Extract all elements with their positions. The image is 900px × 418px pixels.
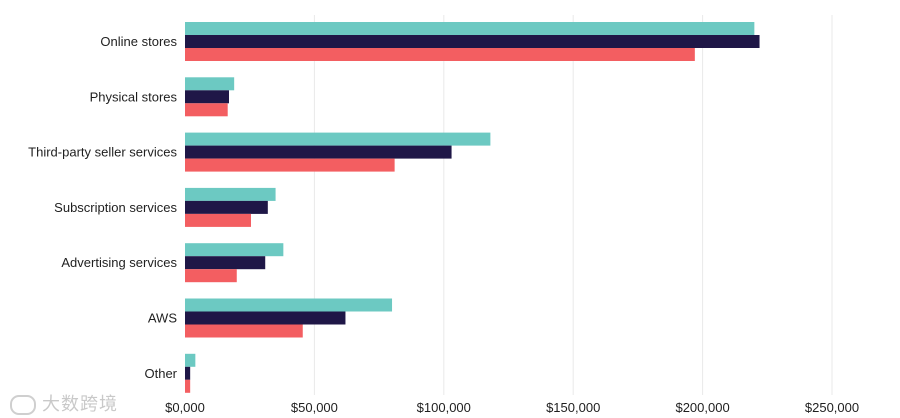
bar-third-party-seller-services-s2 bbox=[185, 145, 452, 159]
bar-physical-stores-s2 bbox=[185, 90, 229, 104]
bar-advertising-services-s2 bbox=[185, 256, 266, 270]
x-tick-label: $50,000 bbox=[291, 400, 338, 415]
category-label: Online stores bbox=[100, 34, 177, 49]
x-tick-label: $200,000 bbox=[675, 400, 729, 415]
category-label: Subscription services bbox=[54, 200, 177, 215]
bar-other-s3 bbox=[185, 379, 191, 393]
x-axis-ticks: $0,000 $50,000 $100,000 $150,000 $200,000 $25… bbox=[165, 400, 859, 415]
category-label: Third-party seller services bbox=[28, 145, 177, 160]
category-label: Physical stores bbox=[90, 89, 178, 104]
bar-online-stores-s2 bbox=[185, 35, 760, 48]
x-tick-label: $100,000 bbox=[417, 400, 471, 415]
watermark-text: 大数跨境 bbox=[42, 394, 118, 415]
bar-physical-stores-s1 bbox=[185, 77, 235, 91]
category-label: Advertising services bbox=[61, 255, 177, 270]
category-labels: Online stores Physical stores Third-party … bbox=[28, 34, 177, 381]
bar-advertising-services-s1 bbox=[185, 243, 284, 257]
bar-subscription-services-s2 bbox=[185, 200, 268, 214]
x-tick-label: $150,000 bbox=[546, 400, 600, 415]
gridlines bbox=[313, 15, 833, 395]
bar-subscription-services-s3 bbox=[185, 213, 251, 227]
x-tick-label: $0,000 bbox=[165, 400, 205, 415]
watermark-logo-icon bbox=[10, 395, 36, 415]
bar-physical-stores-s3 bbox=[185, 103, 228, 117]
bars bbox=[185, 22, 760, 393]
bar-other-s1 bbox=[185, 353, 196, 367]
bar-other-s2 bbox=[185, 366, 191, 380]
bar-advertising-services-s3 bbox=[185, 269, 237, 283]
category-label: AWS bbox=[148, 311, 177, 326]
x-tick-label: $250,000 bbox=[805, 400, 859, 415]
bar-online-stores-s3 bbox=[185, 48, 695, 61]
bar-subscription-services-s1 bbox=[185, 187, 276, 201]
bar-online-stores-s1 bbox=[185, 22, 755, 35]
watermark: 大数跨境 bbox=[10, 390, 118, 416]
bar-third-party-seller-services-s1 bbox=[185, 132, 491, 146]
bar-aws-s2 bbox=[185, 311, 346, 325]
bar-aws-s3 bbox=[185, 324, 303, 338]
bar-aws-s1 bbox=[185, 298, 393, 312]
category-label: Other bbox=[144, 366, 177, 381]
bar-third-party-seller-services-s3 bbox=[185, 158, 395, 172]
